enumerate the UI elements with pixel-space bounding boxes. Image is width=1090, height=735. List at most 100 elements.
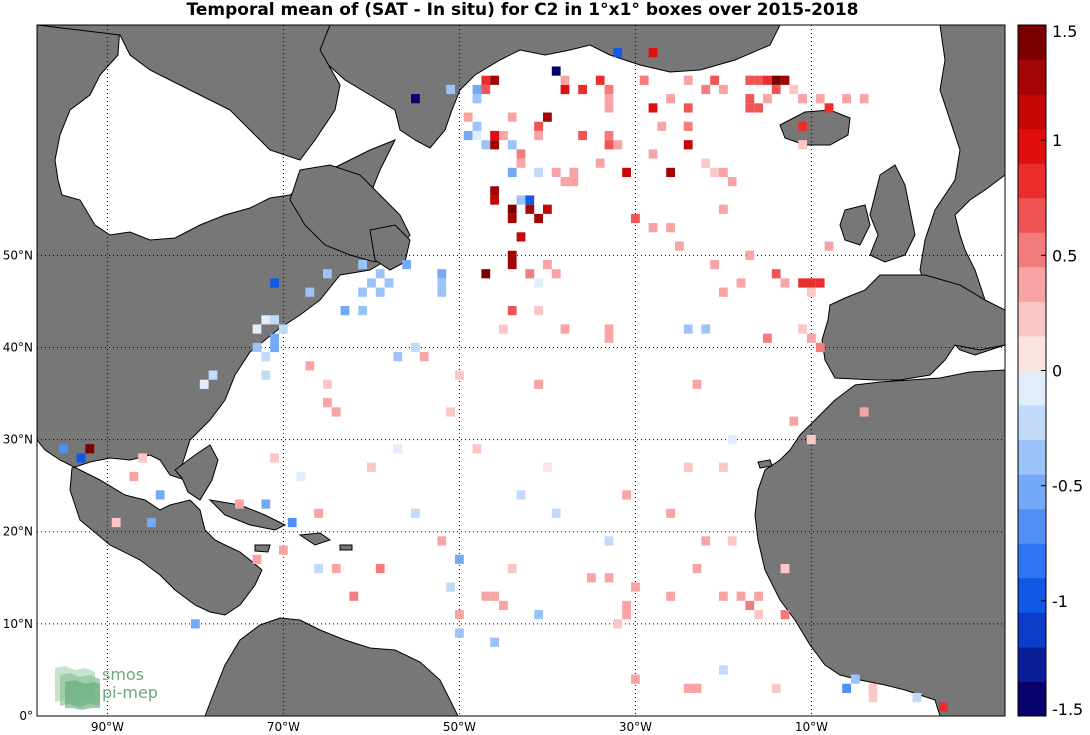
colorbar-segment — [1018, 232, 1046, 268]
data-cell — [367, 278, 376, 288]
data-cell — [842, 94, 851, 104]
data-cell — [754, 591, 763, 601]
data-cell — [851, 674, 860, 684]
data-cell — [631, 213, 640, 224]
data-cell — [534, 610, 543, 620]
colorbar-segment — [1018, 335, 1046, 371]
data-cell — [859, 94, 869, 104]
data-cell — [191, 619, 200, 629]
data-cell — [147, 517, 156, 528]
data-cell — [692, 379, 702, 389]
data-cell — [507, 306, 517, 316]
data-cell — [446, 84, 455, 95]
data-cell — [534, 121, 543, 131]
data-cell — [270, 453, 279, 463]
data-cell — [375, 287, 385, 297]
data-cell — [516, 490, 526, 500]
lat-tick-label: 40°N — [3, 340, 33, 354]
data-cell — [622, 490, 631, 500]
data-cell — [516, 149, 526, 159]
data-cell — [666, 223, 675, 233]
colorbar-tick-label: 0.5 — [1052, 246, 1077, 265]
data-cell — [287, 517, 297, 528]
data-cell — [683, 683, 693, 693]
colorbar-segment — [1018, 474, 1046, 510]
data-cell — [604, 573, 614, 583]
data-cell — [815, 342, 825, 353]
logo-line1: smos — [102, 665, 144, 684]
data-cell — [631, 582, 640, 592]
data-cell — [604, 324, 614, 334]
data-cell — [727, 177, 737, 187]
hispaniola-land — [298, 532, 332, 546]
data-cell — [358, 287, 367, 297]
lon-tick-label: 70°W — [267, 720, 300, 734]
data-cell — [666, 94, 675, 104]
data-cell — [666, 167, 675, 178]
data-cell — [481, 84, 491, 95]
data-cell — [455, 554, 464, 564]
data-cell — [631, 674, 640, 684]
data-cell — [358, 306, 367, 316]
data-cell — [323, 398, 332, 408]
data-cell — [692, 563, 702, 574]
data-cell — [648, 149, 658, 159]
data-cell — [507, 204, 517, 214]
baffin-island-land — [36, 24, 341, 161]
data-cell — [270, 315, 279, 325]
data-cell — [411, 342, 420, 353]
colorbar-segment — [1018, 543, 1046, 579]
data-cell — [358, 259, 367, 270]
data-cell — [331, 407, 341, 417]
colorbar-segment — [1018, 439, 1046, 475]
data-cell — [683, 121, 693, 131]
data-cell — [76, 453, 86, 463]
data-cell — [789, 84, 799, 95]
map-frame — [36, 24, 1006, 717]
data-cell — [648, 103, 658, 113]
data-cell — [507, 167, 517, 178]
data-cell — [490, 591, 499, 601]
data-cell — [340, 306, 350, 316]
data-cell — [868, 692, 878, 703]
data-cell — [648, 48, 658, 58]
data-cell — [780, 278, 790, 288]
data-cell — [261, 352, 271, 362]
greenland-land — [314, 24, 781, 149]
colorbar-segment — [1018, 128, 1046, 164]
data-cell — [754, 610, 763, 620]
data-cell — [525, 269, 535, 279]
smos-pi-mep-logo: smos pi-mep — [55, 665, 158, 710]
data-cell — [85, 444, 95, 454]
data-cell — [534, 379, 543, 389]
data-cell — [701, 324, 711, 334]
data-cell — [763, 333, 772, 343]
data-cell — [657, 121, 667, 131]
colorbar-tick-label: 0 — [1052, 362, 1062, 381]
colorbar-segment — [1018, 197, 1046, 233]
data-cell — [578, 130, 587, 141]
data-cell — [639, 75, 649, 85]
data-cell — [270, 342, 279, 353]
data-cell — [463, 130, 473, 141]
data-cell — [780, 610, 790, 620]
data-cell — [842, 683, 851, 693]
data-cell — [481, 140, 491, 150]
data-cell — [754, 75, 763, 85]
data-cell — [560, 324, 570, 334]
data-cell — [622, 610, 631, 620]
data-cell — [736, 591, 746, 601]
data-cell — [912, 692, 922, 703]
data-cell — [719, 84, 728, 95]
data-cell — [798, 121, 807, 131]
map-title: Temporal mean of (SAT - In situ) for C2 … — [186, 0, 859, 20]
data-cell — [551, 66, 561, 76]
data-cell — [402, 259, 411, 270]
data-cell — [719, 665, 728, 675]
data-cell — [613, 619, 623, 629]
colorbar-tick-label: 1 — [1052, 131, 1062, 150]
data-cell — [798, 140, 807, 150]
data-cell — [745, 94, 755, 104]
data-cell — [807, 333, 816, 343]
